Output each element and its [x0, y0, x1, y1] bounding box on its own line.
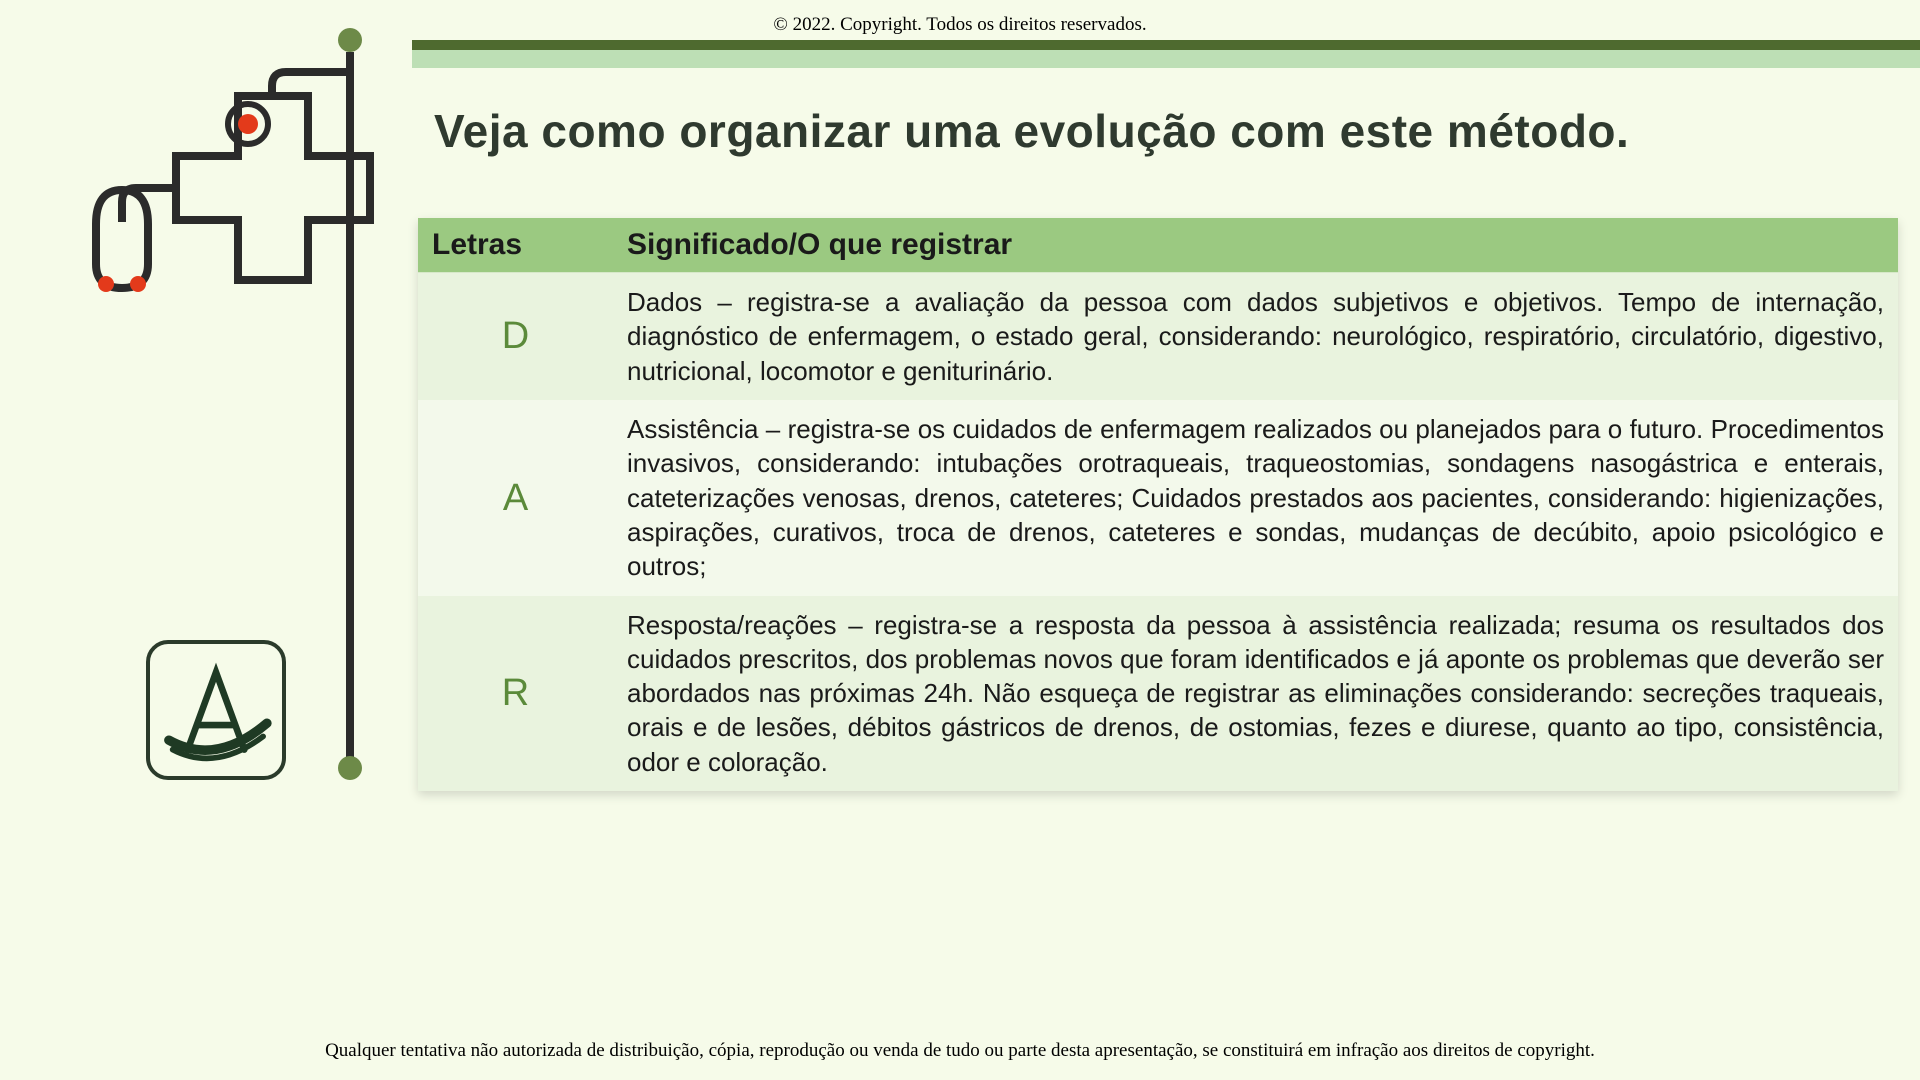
medical-illustration [40, 20, 400, 790]
col-header-letras: Letras [418, 218, 613, 273]
table-row: R Resposta/reações – registra-se a respo… [418, 596, 1898, 792]
col-header-significado: Significado/O que registrar [613, 218, 1898, 273]
method-table: Letras Significado/O que registrar D Dad… [418, 218, 1898, 791]
cell-texto: Dados – registra-se a avaliação da pesso… [613, 273, 1898, 400]
table-row: D Dados – registra-se a avaliação da pes… [418, 273, 1898, 400]
cell-texto: Assistência – registra-se os cuidados de… [613, 400, 1898, 596]
cell-letra: D [418, 273, 613, 400]
header-accent-bar [412, 40, 1920, 68]
cell-texto: Resposta/reações – registra-se a respost… [613, 596, 1898, 792]
table-row: A Assistência – registra-se os cuidados … [418, 400, 1898, 596]
logo-badge [146, 640, 286, 780]
cell-letra: A [418, 400, 613, 596]
cell-letra: R [418, 596, 613, 792]
table-header-row: Letras Significado/O que registrar [418, 218, 1898, 273]
copyright-bottom: Qualquer tentativa não autorizada de dis… [0, 1040, 1920, 1062]
page-title: Veja como organizar uma evolução com est… [434, 104, 1910, 158]
